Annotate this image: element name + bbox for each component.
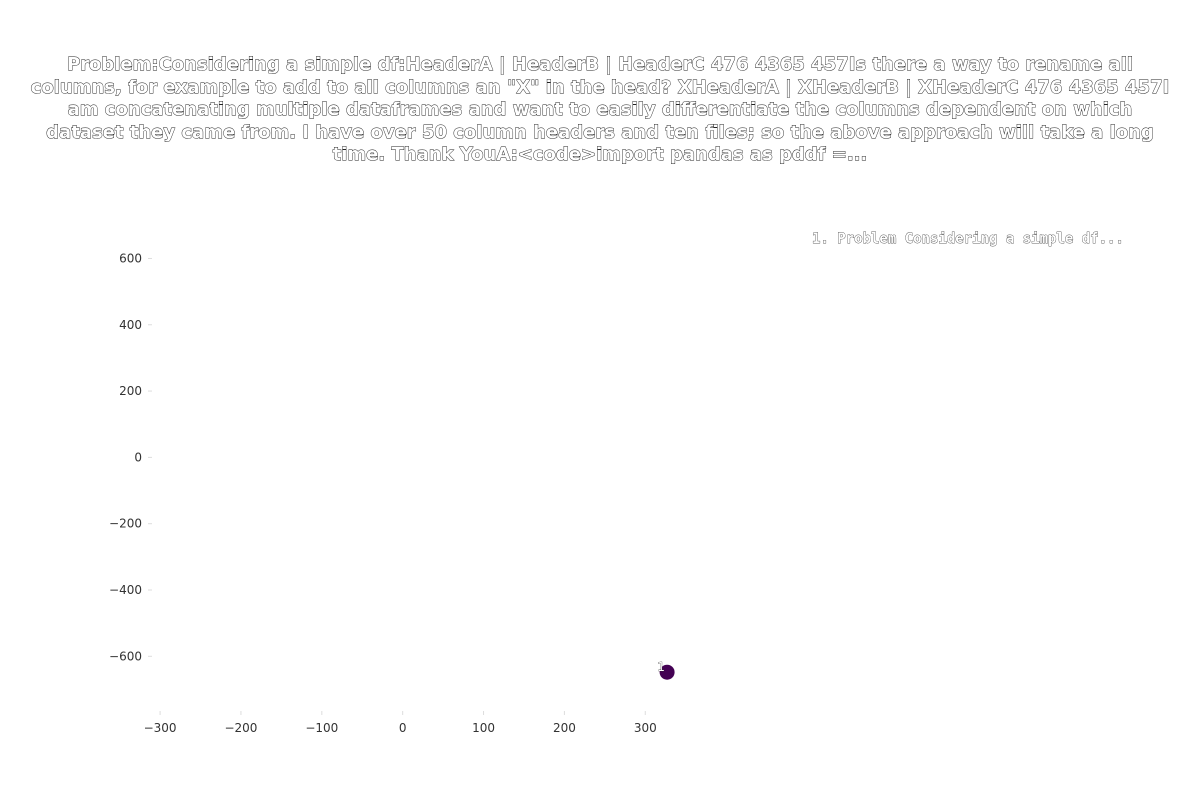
data-point-labels: 1 [657, 660, 665, 675]
x-tick-label: −200 [224, 721, 257, 735]
y-axis: 600 400 200 0 −200 −400 −600 [109, 251, 152, 663]
y-tick-label: 400 [119, 318, 142, 332]
x-tick-label: −300 [144, 721, 177, 735]
y-tick-label: 0 [134, 450, 142, 464]
x-tick-label: −100 [305, 721, 338, 735]
data-points [659, 664, 675, 680]
y-tick-label: −600 [109, 649, 142, 663]
x-tick-label: 300 [634, 721, 657, 735]
y-tick-label: −200 [109, 517, 142, 531]
x-tick-label: 100 [472, 721, 495, 735]
y-tick-label: 200 [119, 384, 142, 398]
x-tick-label: 200 [553, 721, 576, 735]
y-tick-label: 600 [119, 251, 142, 265]
y-tick-label: −400 [109, 583, 142, 597]
data-point-label: 1 [657, 660, 665, 674]
chart-title: Problem:Considering a simple df:HeaderA … [30, 54, 1170, 166]
legend-entry: 1. Problem Considering a simple df... [812, 231, 1124, 247]
x-axis: −300 −200 −100 0 100 200 300 [144, 711, 657, 735]
x-tick-label: 0 [399, 721, 407, 735]
data-point [659, 664, 675, 680]
